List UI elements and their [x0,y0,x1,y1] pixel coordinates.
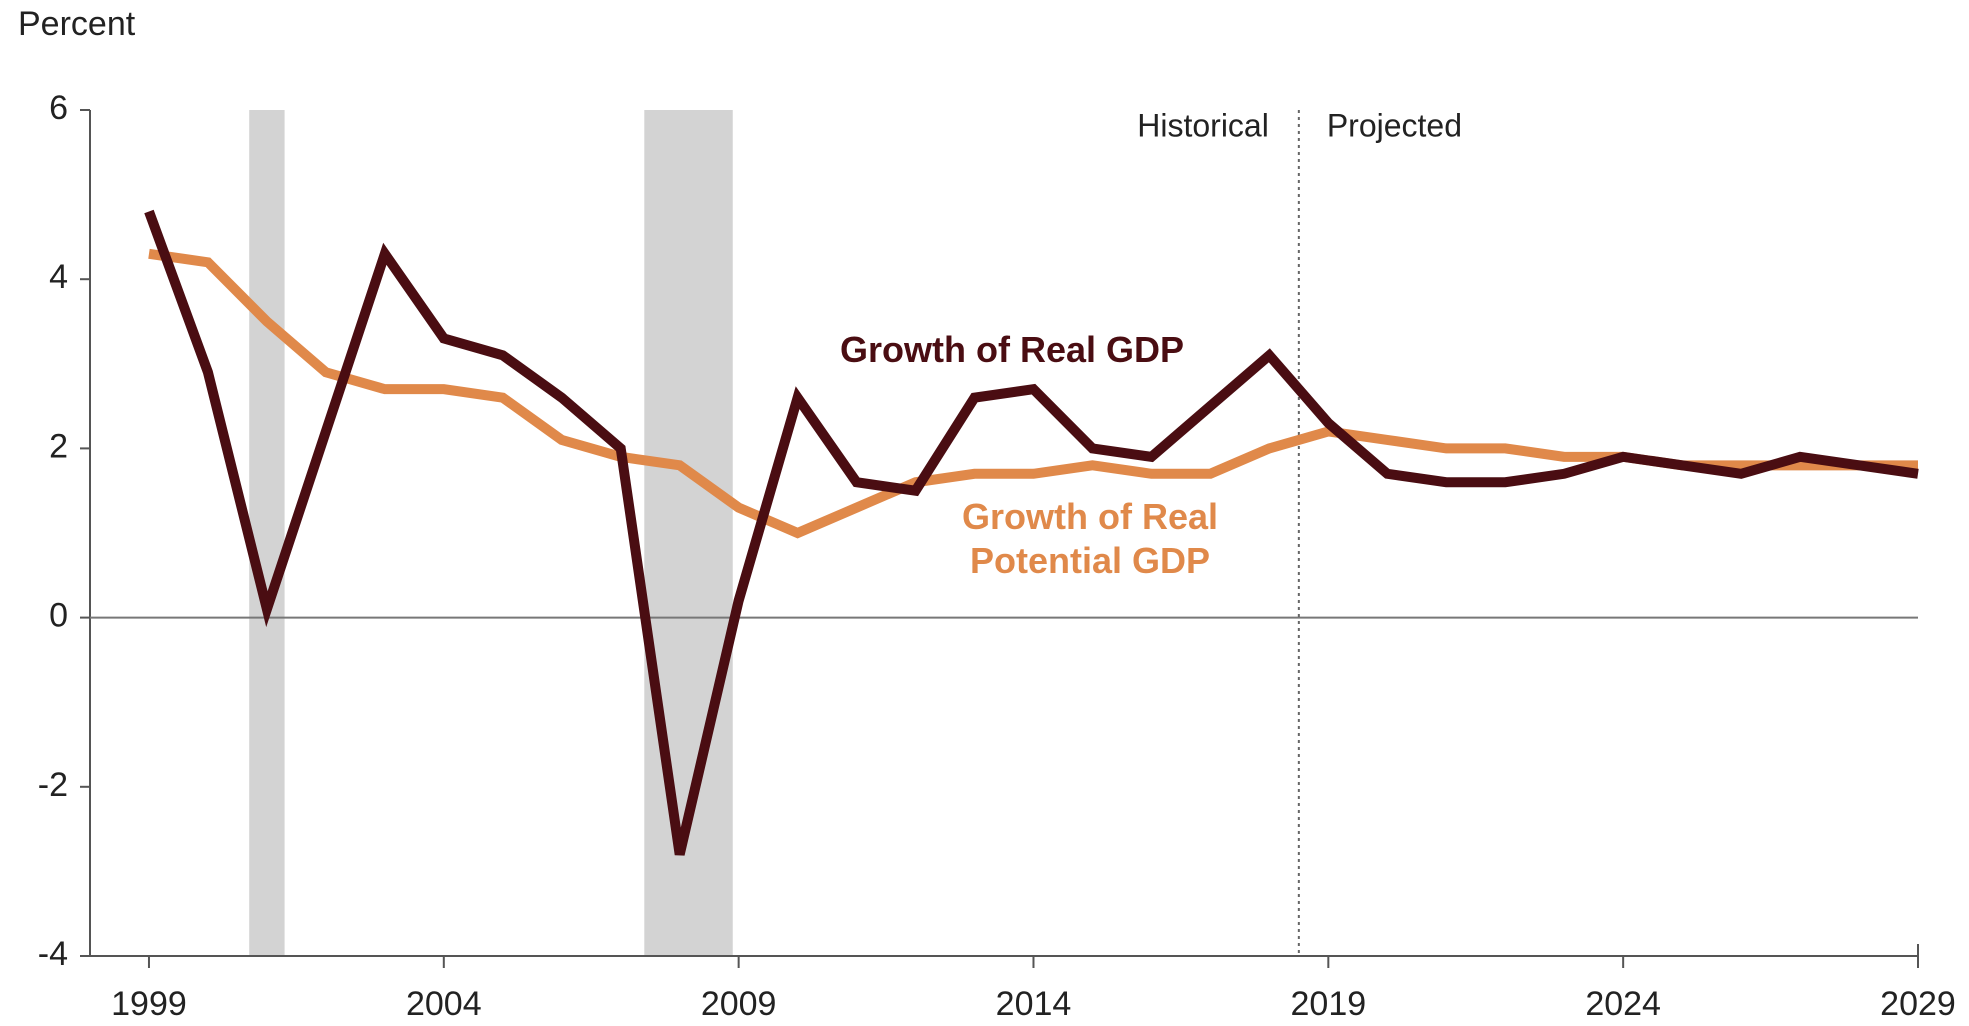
y-tick-label: -2 [38,766,68,804]
x-tick-label: 2024 [1585,985,1661,1023]
x-tick-label: 1999 [111,985,187,1023]
y-tick-label: 0 [49,597,68,635]
x-tick-label: 2014 [996,985,1072,1023]
x-tick-label: 2029 [1880,985,1956,1023]
series-line [144,209,1919,856]
y-tick-label: 6 [49,89,68,127]
x-tick-label: 2009 [701,985,777,1023]
series-label: Growth of Real GDP [840,329,1185,370]
x-tick-label: 2019 [1291,985,1367,1023]
recession-band [249,110,285,956]
divider-label: Historical [1137,107,1269,143]
y-tick-label: 2 [49,427,68,465]
series-label: Growth of Real Potential GDP [961,496,1218,581]
divider-label: Projected [1327,107,1462,143]
y-tick-label: -4 [38,935,68,973]
y-axis-label: Percent [18,5,136,43]
y-tick-label: 4 [49,258,68,296]
x-tick-label: 2004 [406,985,482,1023]
